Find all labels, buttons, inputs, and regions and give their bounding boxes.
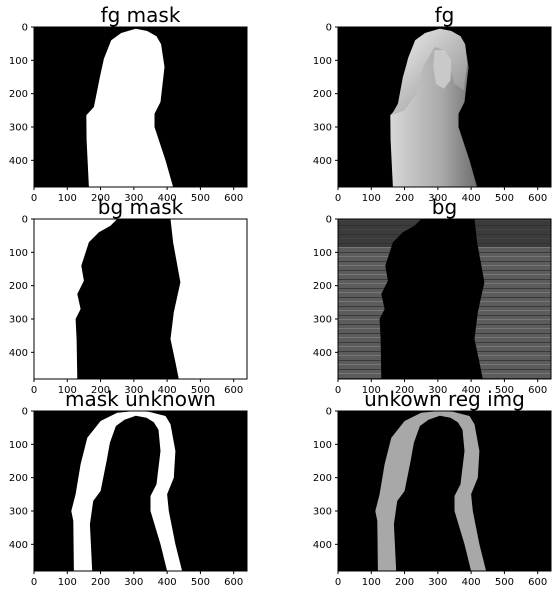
- x-tick-label: 600: [224, 385, 243, 396]
- x-tick-label: 400: [462, 577, 481, 588]
- x-tick-label: 0: [335, 385, 341, 396]
- x-tick-label: 400: [158, 577, 177, 588]
- y-tick-label: 300: [313, 507, 332, 518]
- y-tick-label: 200: [9, 89, 28, 100]
- x-tick-label: 400: [158, 385, 177, 396]
- x-tick-label: 500: [495, 193, 514, 204]
- x-tick-label: 100: [58, 193, 77, 204]
- x-tick-label: 300: [428, 577, 447, 588]
- x-tick-label: 300: [428, 385, 447, 396]
- x-tick-label: 200: [395, 385, 414, 396]
- panel-title: mask unknown: [65, 387, 216, 411]
- x-tick-label: 100: [58, 577, 77, 588]
- y-tick-label: 0: [326, 23, 332, 34]
- panel-5: mask unknown 0 100 200 300 400 500 600 0 100 200 30…: [9, 387, 248, 588]
- y-tick-label: 300: [313, 123, 332, 134]
- x-tick-label: 600: [528, 193, 547, 204]
- y-tick-label: 0: [22, 23, 28, 34]
- x-tick-label: 0: [31, 193, 37, 204]
- y-tick-label: 0: [326, 407, 332, 418]
- y-tick-label: 200: [9, 281, 28, 292]
- x-tick-label: 100: [362, 193, 381, 204]
- x-tick-label: 500: [191, 193, 210, 204]
- foreground-hair: [391, 28, 468, 116]
- x-tick-label: 400: [158, 193, 177, 204]
- y-tick-label: 100: [313, 56, 332, 67]
- unknown-band-inner: [393, 415, 472, 571]
- y-tick-label: 400: [9, 348, 28, 359]
- x-tick-label: 300: [124, 193, 143, 204]
- panel-title: bg mask: [98, 195, 184, 219]
- y-tick-label: 100: [313, 248, 332, 259]
- foreground-face: [433, 49, 452, 89]
- x-tick-label: 200: [91, 385, 110, 396]
- x-tick-label: 500: [495, 385, 514, 396]
- x-tick-label: 600: [528, 577, 547, 588]
- y-tick-label: 200: [313, 89, 332, 100]
- x-tick-label: 500: [191, 385, 210, 396]
- unknown-band-inner: [89, 415, 168, 571]
- y-tick-label: 100: [9, 440, 28, 451]
- background-mask-hole: [75, 219, 181, 379]
- axes-frame: [337, 410, 552, 572]
- y-tick-label: 300: [9, 315, 28, 326]
- panel-title: unkown reg img: [364, 387, 525, 411]
- panel-6: unkown reg img 0 100 200 300 400 500 600 0 100 200…: [313, 387, 552, 588]
- background-hole: [379, 219, 485, 379]
- x-tick-label: 600: [224, 577, 243, 588]
- y-tick-label: 100: [9, 248, 28, 259]
- x-tick-label: 200: [395, 577, 414, 588]
- y-tick-label: 200: [313, 473, 332, 484]
- axes-frame: [337, 26, 552, 188]
- x-tick-label: 500: [191, 577, 210, 588]
- axes-frame: [33, 410, 248, 572]
- y-tick-label: 300: [9, 123, 28, 134]
- panel-title: fg mask: [101, 3, 181, 27]
- x-tick-label: 300: [428, 193, 447, 204]
- y-tick-label: 0: [326, 215, 332, 226]
- y-tick-label: 400: [9, 540, 28, 551]
- panel-1: fg mask 0 100 200 300 400 500 600 0 100 200 300 400: [9, 3, 248, 204]
- panel-4: bg 0 100 200 300 400 500 600 0 100 200 300 400: [313, 195, 552, 396]
- x-tick-label: 100: [362, 577, 381, 588]
- x-tick-label: 300: [124, 577, 143, 588]
- y-tick-label: 100: [9, 56, 28, 67]
- y-tick-label: 400: [9, 156, 28, 167]
- axes-frame: [33, 218, 248, 380]
- y-tick-label: 400: [313, 540, 332, 551]
- foreground-mask-shape: [86, 28, 174, 188]
- axes-frame: [337, 218, 552, 380]
- x-tick-label: 0: [31, 577, 37, 588]
- x-tick-label: 600: [528, 385, 547, 396]
- x-tick-label: 300: [124, 385, 143, 396]
- y-tick-label: 100: [313, 440, 332, 451]
- x-tick-label: 100: [362, 385, 381, 396]
- x-tick-label: 600: [224, 193, 243, 204]
- x-tick-label: 100: [58, 385, 77, 396]
- y-tick-label: 400: [313, 348, 332, 359]
- y-tick-label: 200: [9, 473, 28, 484]
- panel-title: bg: [432, 195, 457, 219]
- x-tick-label: 500: [495, 577, 514, 588]
- x-tick-label: 0: [335, 577, 341, 588]
- x-tick-label: 200: [395, 193, 414, 204]
- x-tick-label: 0: [335, 193, 341, 204]
- y-tick-label: 300: [313, 315, 332, 326]
- x-tick-label: 0: [31, 385, 37, 396]
- y-tick-label: 300: [9, 507, 28, 518]
- y-tick-label: 200: [313, 281, 332, 292]
- x-tick-label: 400: [462, 193, 481, 204]
- axes-frame: [33, 26, 248, 188]
- y-tick-label: 0: [22, 215, 28, 226]
- x-tick-label: 200: [91, 577, 110, 588]
- panel-title: fg: [435, 3, 455, 27]
- x-tick-label: 200: [91, 193, 110, 204]
- panel-2: fg 0 100 200 300 400 500 600 0 100 200 300 400: [313, 3, 552, 204]
- y-tick-label: 400: [313, 156, 332, 167]
- x-tick-label: 400: [462, 385, 481, 396]
- panel-3: bg mask 0 100 200 300 400 500 600 0 100 200 300 400: [9, 195, 248, 396]
- y-tick-label: 0: [22, 407, 28, 418]
